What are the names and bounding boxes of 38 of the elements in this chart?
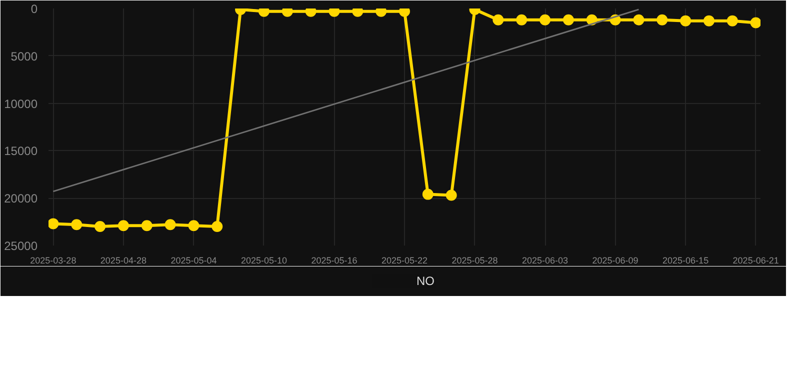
point <box>680 15 692 26</box>
y-tick-label: 10000 <box>4 96 38 111</box>
x-tick-label: 2025-05-16 <box>311 256 358 266</box>
point <box>750 17 760 28</box>
x-tick-label: 2025-05-04 <box>170 256 217 266</box>
point <box>188 220 200 232</box>
point <box>446 190 457 201</box>
point <box>656 14 668 26</box>
x-tick-label: 2025-03-28 <box>30 256 76 266</box>
x-tick-label: 2025-06-21 <box>732 256 779 266</box>
point <box>118 220 129 232</box>
point <box>212 221 223 232</box>
text: NO <box>416 274 436 288</box>
point <box>48 218 59 230</box>
y-tick-label: 20000 <box>4 192 38 206</box>
point <box>94 221 106 232</box>
point <box>164 219 176 230</box>
point <box>633 14 644 26</box>
point <box>726 15 738 26</box>
point <box>516 14 528 26</box>
point <box>703 15 714 26</box>
point <box>492 14 504 26</box>
x-tick-label: 2025-04-28 <box>100 256 146 266</box>
y-tick-label: 25000 <box>4 239 38 253</box>
point <box>71 219 82 230</box>
point <box>540 14 551 26</box>
x-tick-label: 2025-06-09 <box>592 256 638 266</box>
x-tick-label: 2025-06-15 <box>662 256 709 266</box>
x-tick-label: 2025-05-10 <box>240 256 287 266</box>
x-tick-label: 2025-05-28 <box>452 256 498 266</box>
x-tick-label: 2025-05-22 <box>381 256 428 266</box>
y-tick-label: 0 <box>30 2 38 16</box>
y-tick-label: 5000 <box>10 49 38 64</box>
point <box>141 220 152 232</box>
x-tick-label: 2025-06-03 <box>522 256 568 266</box>
point <box>562 14 574 26</box>
point <box>422 188 434 200</box>
y-tick-label: 15000 <box>4 144 38 158</box>
